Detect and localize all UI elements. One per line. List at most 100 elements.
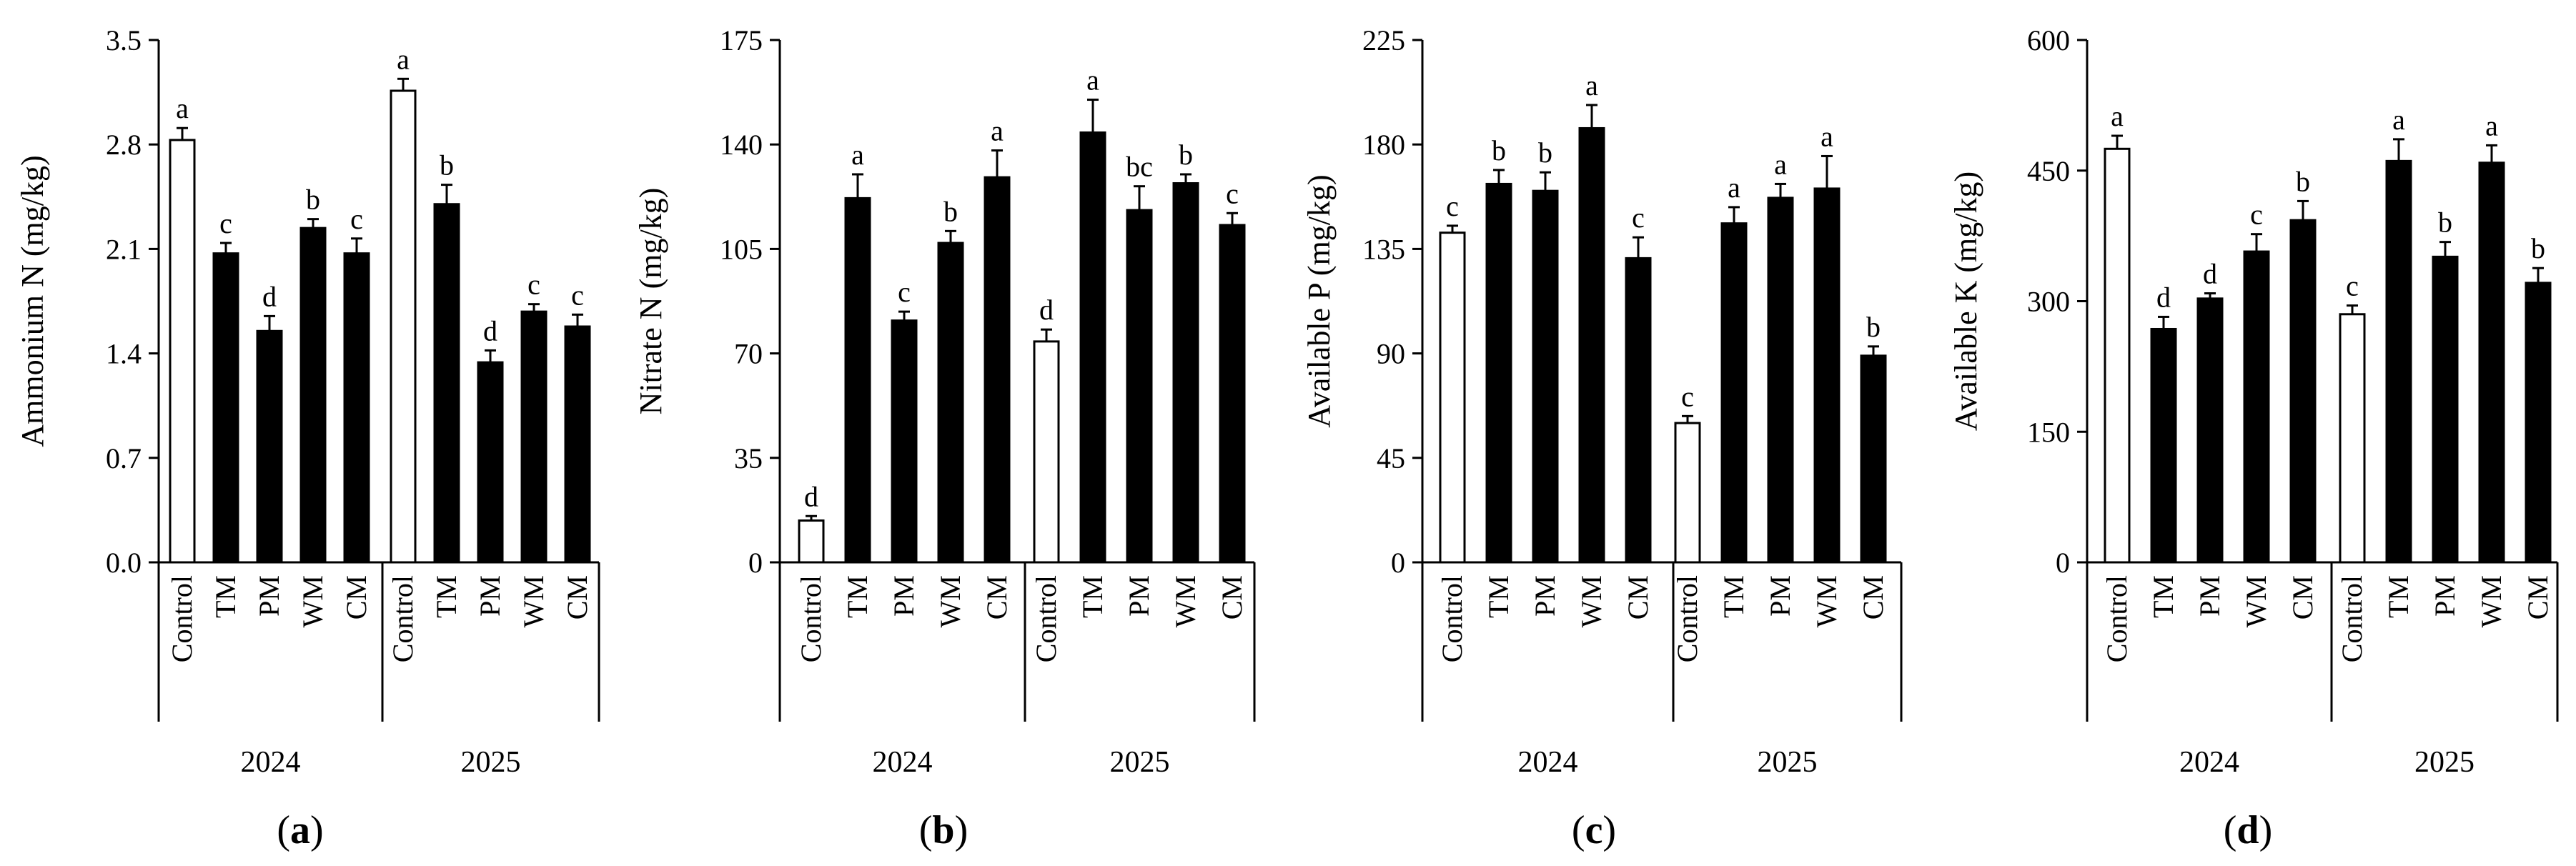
category-label: WM: [1169, 575, 1202, 627]
y-tick-label: 0: [2056, 547, 2070, 579]
category-label: Control: [2101, 575, 2133, 662]
y-tick-label: 140: [720, 129, 763, 161]
category-label: PM: [1529, 575, 1561, 617]
significance-letter: a: [1086, 64, 1099, 96]
category-label: TM: [2382, 575, 2414, 618]
bar: [1860, 354, 1887, 564]
category-label: CM: [1857, 575, 1889, 619]
y-tick-label: 45: [1377, 442, 1405, 474]
bar: [1172, 182, 1199, 564]
group-label: 2025: [1110, 746, 1170, 779]
bar: [2196, 297, 2224, 564]
panel-label: (d): [2224, 808, 2272, 852]
y-tick-label: 105: [720, 233, 763, 265]
y-tick-label: 3.5: [106, 24, 142, 56]
significance-letter: c: [1446, 190, 1459, 222]
category-label: TM: [2147, 575, 2179, 618]
bar: [2385, 159, 2412, 564]
category-label: PM: [1123, 575, 1155, 617]
group-label: 2024: [873, 746, 933, 779]
group-label: 2024: [241, 746, 301, 779]
bar: [1625, 257, 1652, 564]
bar: [212, 252, 239, 564]
bar: [1033, 340, 1060, 564]
significance-letter: b: [440, 149, 454, 181]
group-label: 2024: [2179, 746, 2239, 779]
significance-letter: c: [350, 203, 363, 235]
y-tick-label: 90: [1377, 338, 1405, 370]
category-label: WM: [1575, 575, 1607, 627]
significance-letter: b: [2438, 206, 2452, 239]
y-tick-label: 450: [2027, 155, 2070, 187]
bar: [343, 252, 370, 564]
significance-letter: a: [1728, 171, 1740, 204]
significance-letter: b: [943, 195, 958, 227]
significance-letter: c: [219, 207, 232, 239]
bar: [2525, 282, 2552, 564]
bar: [1578, 126, 1605, 564]
significance-letter: a: [176, 92, 189, 124]
significance-letter: b: [2531, 232, 2545, 264]
category-label: CM: [981, 575, 1013, 619]
category-label: Control: [2336, 575, 2368, 662]
bar: [2289, 219, 2317, 564]
bar: [1720, 222, 1748, 564]
y-tick-label: 180: [1362, 129, 1405, 161]
category-label: Control: [1436, 575, 1468, 662]
category-label: TM: [209, 575, 242, 618]
bar: [1126, 209, 1153, 564]
category-label: CM: [561, 575, 593, 619]
panel-label: (b): [919, 808, 968, 852]
category-label: Control: [166, 575, 198, 662]
group-label: 2024: [1518, 746, 1578, 779]
category-label: PM: [2194, 575, 2226, 617]
category-label: WM: [2475, 575, 2507, 627]
y-tick-label: 2.1: [106, 233, 142, 265]
significance-letter: c: [1681, 380, 1694, 412]
bar: [256, 329, 283, 564]
category-label: CM: [1216, 575, 1248, 619]
significance-letter: b: [1492, 134, 1506, 166]
y-axis-title: Available K (mg/kg): [1948, 171, 1983, 431]
panel-label: (c): [1572, 808, 1616, 852]
bar: [2150, 327, 2177, 564]
y-tick-label: 175: [720, 24, 763, 56]
category-label: TM: [841, 575, 873, 618]
significance-letter: b: [1179, 139, 1193, 171]
panel-label: (a): [277, 808, 323, 852]
bar: [564, 325, 591, 564]
y-tick-label: 135: [1362, 233, 1405, 265]
bar: [1485, 182, 1512, 564]
significance-letter: d: [804, 480, 818, 512]
bar: [1439, 232, 1466, 564]
category-label: CM: [1622, 575, 1654, 619]
category-label: PM: [474, 575, 506, 617]
category-label: Control: [795, 575, 827, 662]
significance-letter: b: [306, 184, 320, 216]
bar: [1532, 189, 1559, 564]
category-label: Control: [1030, 575, 1062, 662]
y-tick-label: 0: [1391, 547, 1405, 579]
significance-letter: a: [2392, 104, 2405, 136]
category-label: PM: [888, 575, 920, 617]
y-tick-label: 300: [2027, 286, 2070, 318]
category-label: CM: [2522, 575, 2554, 619]
category-label: PM: [253, 575, 285, 617]
significance-letter: c: [571, 279, 584, 311]
significance-letter: b: [2296, 165, 2310, 197]
bar: [1219, 224, 1246, 564]
significance-letter: c: [1632, 201, 1645, 234]
group-label: 2025: [2414, 746, 2475, 779]
category-label: TM: [1482, 575, 1515, 618]
significance-letter: b: [1538, 136, 1552, 169]
significance-letter: a: [397, 43, 410, 75]
bar: [2243, 250, 2270, 564]
bar: [433, 203, 460, 564]
significance-letter: a: [1820, 120, 1833, 152]
significance-letter: c: [2346, 270, 2359, 302]
group-label: 2025: [461, 746, 521, 779]
bar: [1079, 131, 1106, 564]
significance-letter: d: [2156, 281, 2171, 313]
y-tick-label: 0: [748, 547, 763, 579]
